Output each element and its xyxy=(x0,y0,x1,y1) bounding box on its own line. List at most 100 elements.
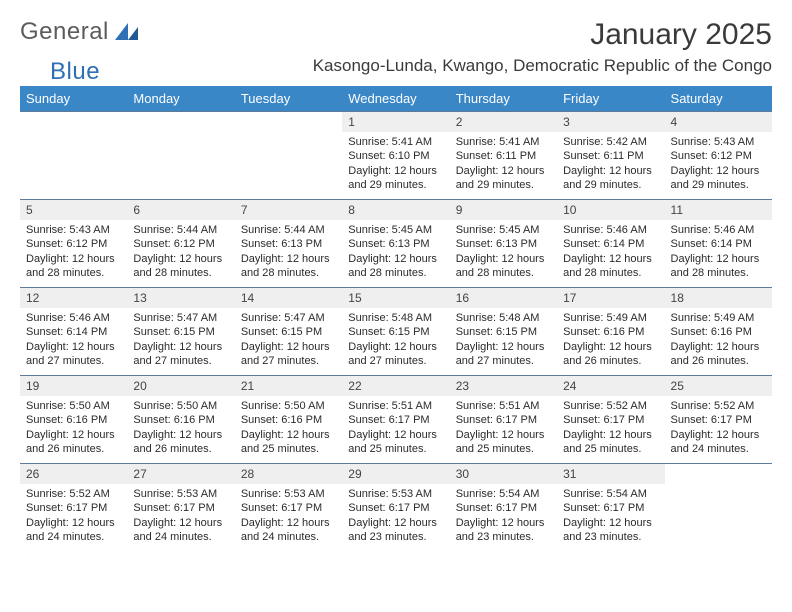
day-details: Sunrise: 5:48 AMSunset: 6:15 PMDaylight:… xyxy=(342,308,449,374)
location-subtitle: Kasongo-Lunda, Kwango, Democratic Republ… xyxy=(313,56,772,76)
sunrise-text: Sunrise: 5:54 AM xyxy=(456,487,551,501)
day-number: 11 xyxy=(665,200,772,220)
day-details: Sunrise: 5:45 AMSunset: 6:13 PMDaylight:… xyxy=(450,220,557,286)
daylight-text: Daylight: 12 hours xyxy=(348,340,443,354)
daylight-text: Daylight: 12 hours xyxy=(671,252,766,266)
daylight-text: Daylight: 12 hours xyxy=(26,428,121,442)
calendar-day-cell: 7Sunrise: 5:44 AMSunset: 6:13 PMDaylight… xyxy=(235,200,342,288)
daylight-text: and 25 minutes. xyxy=(348,442,443,456)
calendar-week-row: 12Sunrise: 5:46 AMSunset: 6:14 PMDayligh… xyxy=(20,288,772,376)
daylight-text: and 26 minutes. xyxy=(26,442,121,456)
daylight-text: Daylight: 12 hours xyxy=(348,252,443,266)
day-details: Sunrise: 5:52 AMSunset: 6:17 PMDaylight:… xyxy=(665,396,772,462)
daylight-text: and 29 minutes. xyxy=(456,178,551,192)
sunset-text: Sunset: 6:17 PM xyxy=(26,501,121,515)
daylight-text: Daylight: 12 hours xyxy=(456,252,551,266)
logo-mark-icon xyxy=(115,20,141,45)
day-details: Sunrise: 5:50 AMSunset: 6:16 PMDaylight:… xyxy=(127,396,234,462)
day-details: Sunrise: 5:44 AMSunset: 6:12 PMDaylight:… xyxy=(127,220,234,286)
brand-logo: General xyxy=(20,18,145,46)
daylight-text: Daylight: 12 hours xyxy=(348,428,443,442)
calendar-day-cell: 10Sunrise: 5:46 AMSunset: 6:14 PMDayligh… xyxy=(557,200,664,288)
daylight-text: and 27 minutes. xyxy=(26,354,121,368)
daylight-text: Daylight: 12 hours xyxy=(133,516,228,530)
day-details: Sunrise: 5:53 AMSunset: 6:17 PMDaylight:… xyxy=(127,484,234,550)
calendar-table: Sunday Monday Tuesday Wednesday Thursday… xyxy=(20,86,772,552)
daylight-text: and 29 minutes. xyxy=(563,178,658,192)
calendar-day-cell: 6Sunrise: 5:44 AMSunset: 6:12 PMDaylight… xyxy=(127,200,234,288)
calendar-day-cell: 23Sunrise: 5:51 AMSunset: 6:17 PMDayligh… xyxy=(450,376,557,464)
calendar-day-cell xyxy=(665,464,772,552)
day-details: Sunrise: 5:48 AMSunset: 6:15 PMDaylight:… xyxy=(450,308,557,374)
day-details: Sunrise: 5:42 AMSunset: 6:11 PMDaylight:… xyxy=(557,132,664,198)
daylight-text: Daylight: 12 hours xyxy=(563,340,658,354)
sunset-text: Sunset: 6:13 PM xyxy=(456,237,551,251)
calendar-week-row: 5Sunrise: 5:43 AMSunset: 6:12 PMDaylight… xyxy=(20,200,772,288)
calendar-day-cell: 27Sunrise: 5:53 AMSunset: 6:17 PMDayligh… xyxy=(127,464,234,552)
day-number: 22 xyxy=(342,376,449,396)
day-details: Sunrise: 5:46 AMSunset: 6:14 PMDaylight:… xyxy=(557,220,664,286)
daylight-text: and 24 minutes. xyxy=(26,530,121,544)
daylight-text: Daylight: 12 hours xyxy=(456,516,551,530)
sunset-text: Sunset: 6:17 PM xyxy=(456,501,551,515)
calendar-day-cell: 22Sunrise: 5:51 AMSunset: 6:17 PMDayligh… xyxy=(342,376,449,464)
day-details: Sunrise: 5:41 AMSunset: 6:10 PMDaylight:… xyxy=(342,132,449,198)
day-details: Sunrise: 5:47 AMSunset: 6:15 PMDaylight:… xyxy=(127,308,234,374)
sunset-text: Sunset: 6:12 PM xyxy=(26,237,121,251)
day-number: 21 xyxy=(235,376,342,396)
sunrise-text: Sunrise: 5:53 AM xyxy=(348,487,443,501)
sunset-text: Sunset: 6:16 PM xyxy=(133,413,228,427)
sunset-text: Sunset: 6:13 PM xyxy=(348,237,443,251)
daylight-text: Daylight: 12 hours xyxy=(456,428,551,442)
sunset-text: Sunset: 6:16 PM xyxy=(241,413,336,427)
calendar-day-cell: 24Sunrise: 5:52 AMSunset: 6:17 PMDayligh… xyxy=(557,376,664,464)
day-number: 24 xyxy=(557,376,664,396)
daylight-text: Daylight: 12 hours xyxy=(348,164,443,178)
day-number: 3 xyxy=(557,112,664,132)
day-details: Sunrise: 5:41 AMSunset: 6:11 PMDaylight:… xyxy=(450,132,557,198)
day-number: 13 xyxy=(127,288,234,308)
sunrise-text: Sunrise: 5:47 AM xyxy=(241,311,336,325)
sunset-text: Sunset: 6:17 PM xyxy=(456,413,551,427)
day-number: 8 xyxy=(342,200,449,220)
day-header: Saturday xyxy=(665,86,772,112)
sunrise-text: Sunrise: 5:51 AM xyxy=(456,399,551,413)
sunset-text: Sunset: 6:16 PM xyxy=(563,325,658,339)
daylight-text: Daylight: 12 hours xyxy=(241,516,336,530)
day-header: Thursday xyxy=(450,86,557,112)
day-number: 14 xyxy=(235,288,342,308)
sunset-text: Sunset: 6:14 PM xyxy=(563,237,658,251)
sunset-text: Sunset: 6:17 PM xyxy=(671,413,766,427)
sunrise-text: Sunrise: 5:43 AM xyxy=(26,223,121,237)
sunrise-text: Sunrise: 5:50 AM xyxy=(133,399,228,413)
sunrise-text: Sunrise: 5:48 AM xyxy=(348,311,443,325)
day-number: 6 xyxy=(127,200,234,220)
day-number: 9 xyxy=(450,200,557,220)
daylight-text: Daylight: 12 hours xyxy=(241,340,336,354)
day-number: 18 xyxy=(665,288,772,308)
day-number: 17 xyxy=(557,288,664,308)
daylight-text: and 23 minutes. xyxy=(348,530,443,544)
header-row: General January 2025 xyxy=(20,18,772,52)
sunrise-text: Sunrise: 5:54 AM xyxy=(563,487,658,501)
sunset-text: Sunset: 6:12 PM xyxy=(671,149,766,163)
daylight-text: and 24 minutes. xyxy=(671,442,766,456)
sunset-text: Sunset: 6:16 PM xyxy=(671,325,766,339)
daylight-text: Daylight: 12 hours xyxy=(133,428,228,442)
daylight-text: and 26 minutes. xyxy=(563,354,658,368)
sunrise-text: Sunrise: 5:49 AM xyxy=(671,311,766,325)
sunrise-text: Sunrise: 5:52 AM xyxy=(563,399,658,413)
daylight-text: Daylight: 12 hours xyxy=(133,340,228,354)
daylight-text: and 26 minutes. xyxy=(133,442,228,456)
daylight-text: and 28 minutes. xyxy=(133,266,228,280)
daylight-text: Daylight: 12 hours xyxy=(26,252,121,266)
daylight-text: Daylight: 12 hours xyxy=(563,516,658,530)
day-header: Sunday xyxy=(20,86,127,112)
calendar-page: General January 2025 Blue Kasongo-Lunda,… xyxy=(0,0,792,612)
day-number: 30 xyxy=(450,464,557,484)
calendar-day-cell: 16Sunrise: 5:48 AMSunset: 6:15 PMDayligh… xyxy=(450,288,557,376)
calendar-day-cell: 19Sunrise: 5:50 AMSunset: 6:16 PMDayligh… xyxy=(20,376,127,464)
calendar-day-cell: 5Sunrise: 5:43 AMSunset: 6:12 PMDaylight… xyxy=(20,200,127,288)
calendar-day-cell: 31Sunrise: 5:54 AMSunset: 6:17 PMDayligh… xyxy=(557,464,664,552)
sunrise-text: Sunrise: 5:45 AM xyxy=(348,223,443,237)
